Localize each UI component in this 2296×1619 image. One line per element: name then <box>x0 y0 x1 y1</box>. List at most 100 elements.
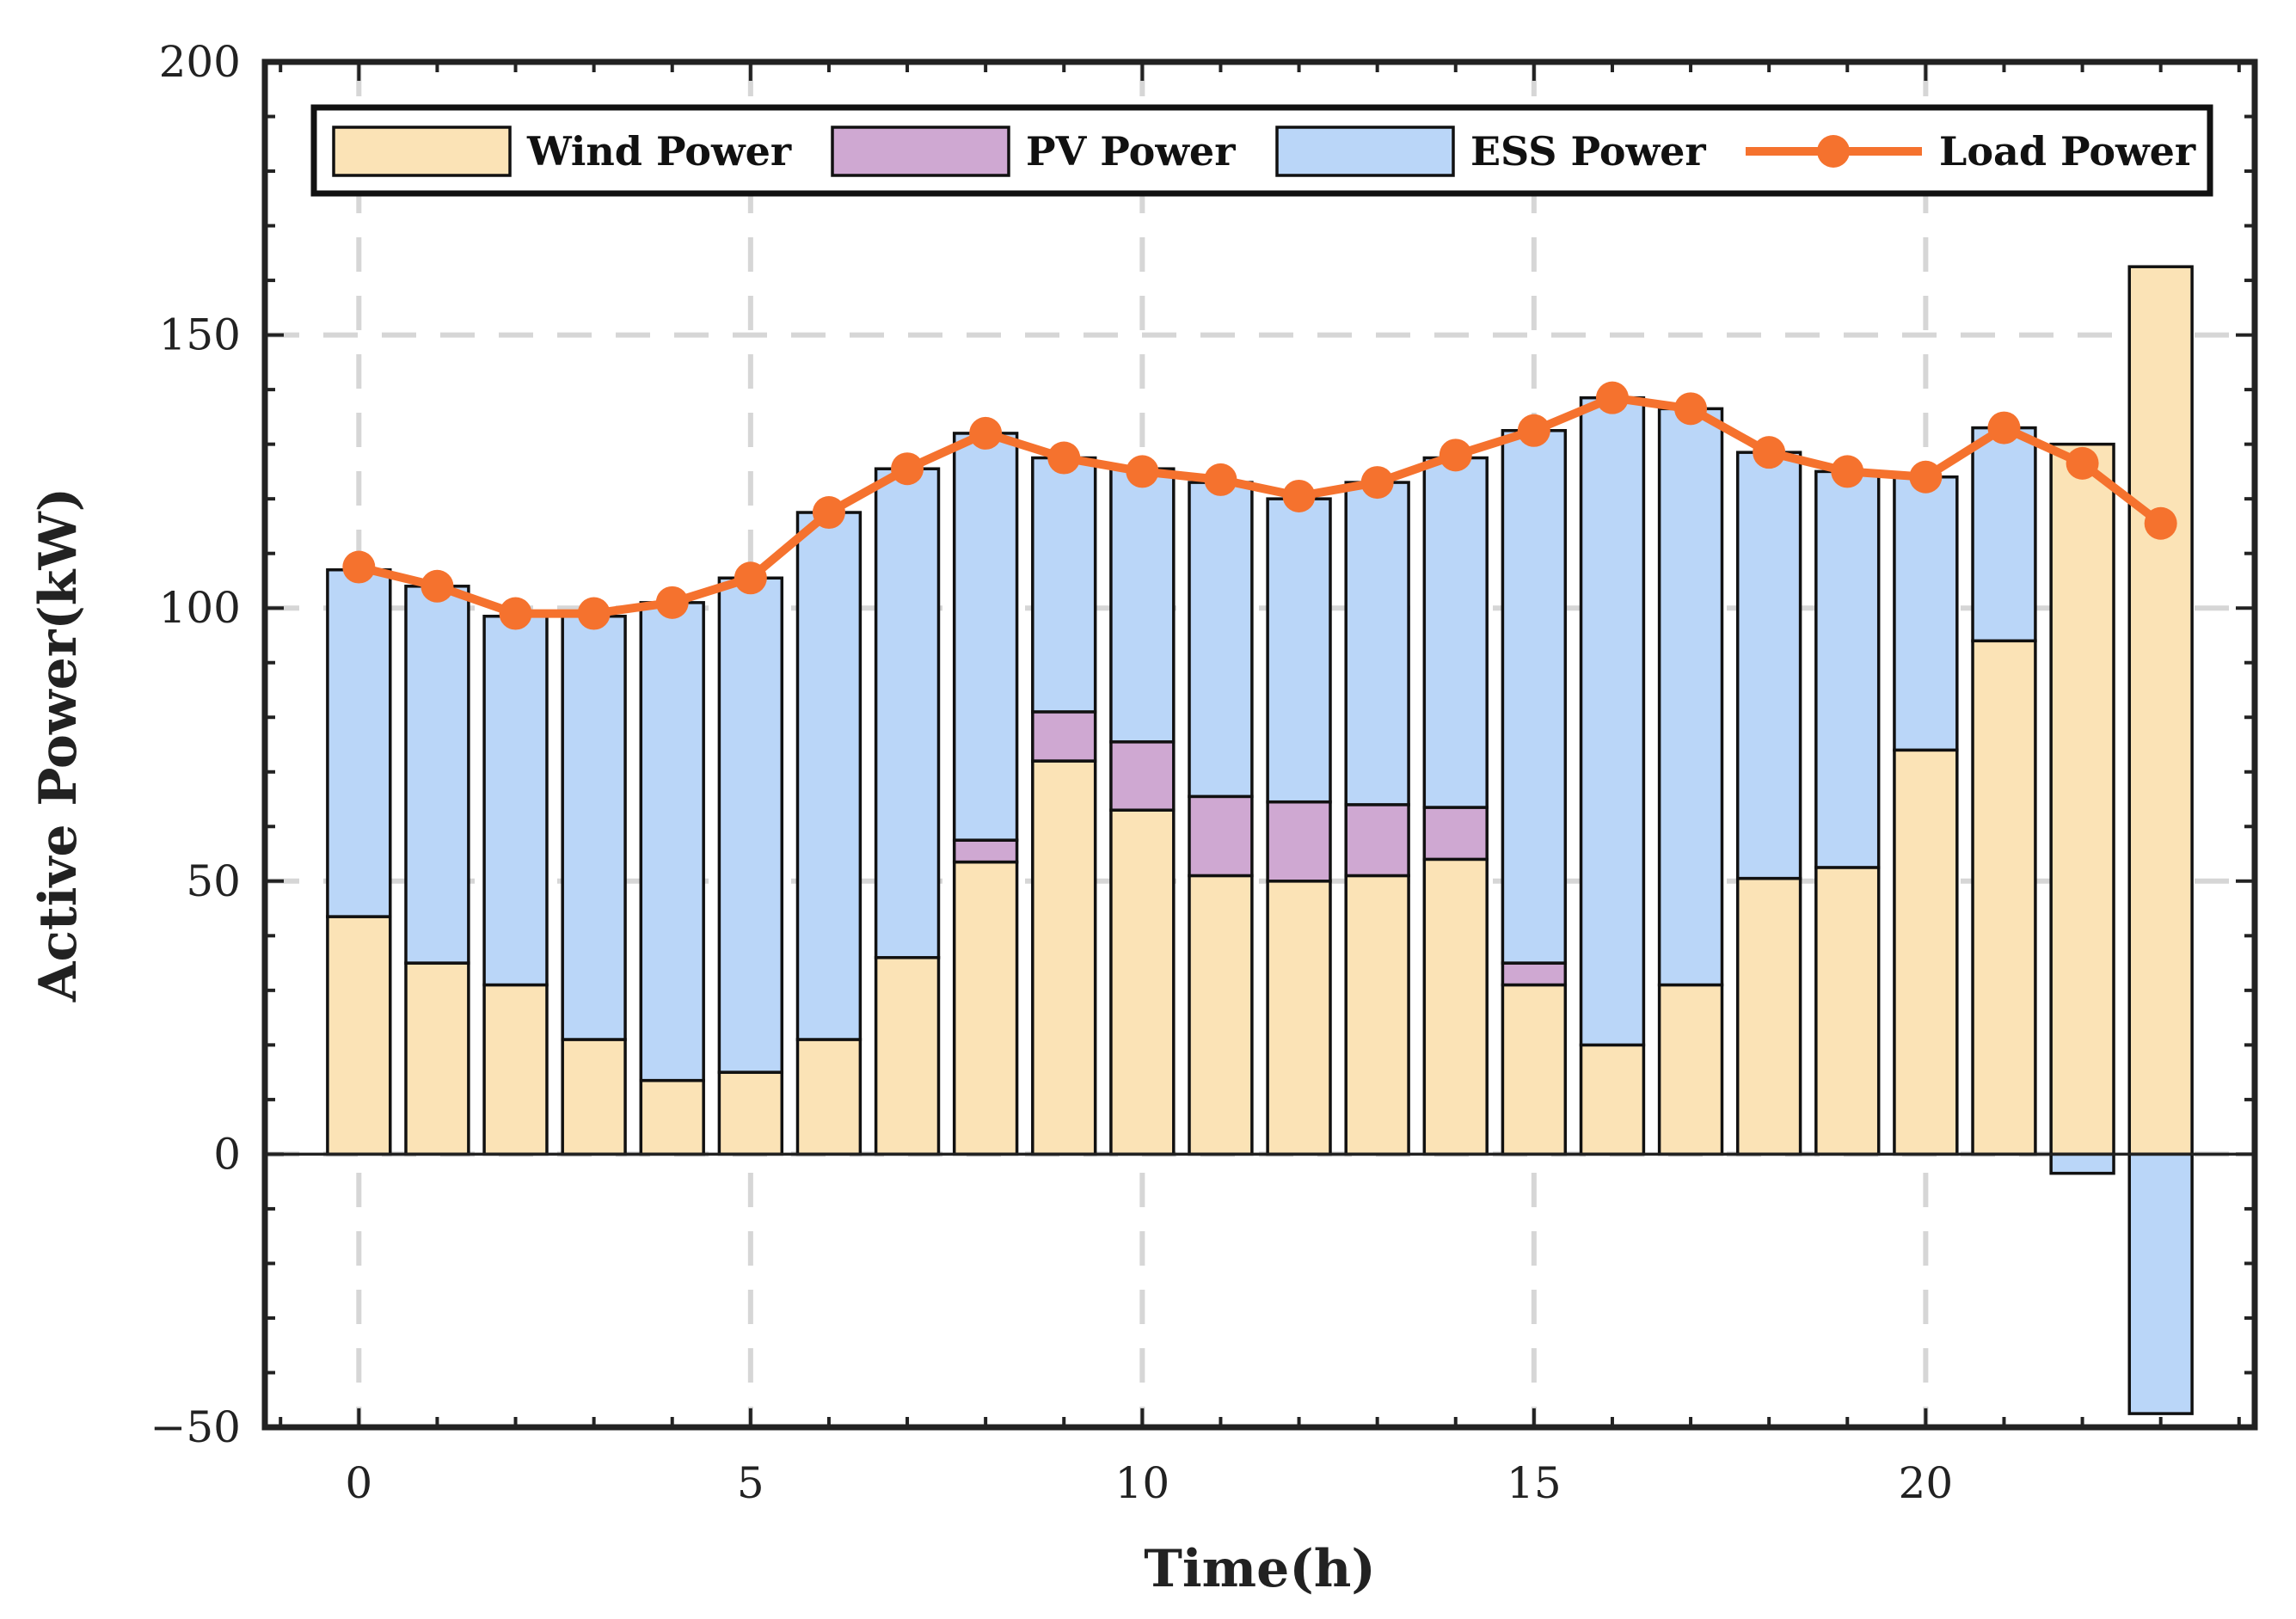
wind-power-bar <box>1422 857 1489 1156</box>
load-power-point <box>1595 381 1629 414</box>
x-tick-label: 15 <box>1507 1458 1562 1508</box>
load-power-point <box>1987 411 2021 445</box>
legend-wind-power-label: Wind Power <box>526 128 792 175</box>
wind-power-bar <box>1344 874 1410 1156</box>
x-tick-label: 0 <box>345 1458 372 1508</box>
legend-load-power-marker <box>1817 135 1850 168</box>
ess-power-bar <box>795 511 863 1041</box>
pv-power-bar <box>1422 806 1489 862</box>
load-power-point <box>891 452 924 486</box>
y-tick-label: 50 <box>186 856 241 906</box>
wind-power-bar <box>326 915 392 1156</box>
load-power-point <box>1909 460 1943 494</box>
ess-power-bar <box>639 601 705 1082</box>
y-axis-label: Active Power(kW) <box>28 488 89 1003</box>
load-power-point <box>2144 506 2177 540</box>
ess-power-bar <box>717 576 784 1074</box>
plot-border <box>261 58 2258 1431</box>
ess-power-bar <box>1579 396 1646 1047</box>
load-power-point <box>812 496 845 530</box>
pv-power-bar <box>1344 803 1410 878</box>
ess-power-bar <box>874 467 941 960</box>
ess-power-bar <box>1266 497 1332 804</box>
ess-power-bar <box>2127 1152 2194 1415</box>
load-power-point <box>1753 436 1786 469</box>
y-tick-label: −50 <box>150 1402 241 1452</box>
wind-power-bar <box>561 1038 627 1156</box>
legend-pv-power-swatch <box>831 126 1010 177</box>
load-power-point <box>1047 441 1081 475</box>
ess-power-bar <box>561 614 627 1041</box>
plot-frame <box>261 58 2258 1431</box>
ess-power-bar <box>952 432 1019 842</box>
ess-power-bar <box>326 567 392 918</box>
y-tick-label: 0 <box>213 1129 241 1179</box>
ess-power-bar <box>404 585 470 965</box>
pv-power-bar <box>1188 794 1254 878</box>
legend: Wind Power PV Power ESS Power Load Power <box>310 104 2213 197</box>
ess-power-bar <box>482 614 549 987</box>
load-power-point <box>1831 455 1864 488</box>
legend-wind-power-swatch <box>332 126 512 177</box>
y-tick-label: 100 <box>159 583 241 633</box>
ess-power-bar <box>1109 467 1176 744</box>
load-line-series <box>342 381 2177 630</box>
wind-power-bar <box>1735 876 1802 1156</box>
load-power-point <box>1282 479 1316 512</box>
y-tick-label: 200 <box>159 37 241 87</box>
y-tick-label: 150 <box>159 310 241 360</box>
pv-power-bar <box>952 838 1019 864</box>
legend-ess-power-swatch <box>1275 126 1455 177</box>
pv-power-bar <box>1031 710 1097 763</box>
wind-power-bar <box>482 983 549 1156</box>
load-power-point <box>969 416 1003 450</box>
wind-power-bar <box>1657 983 1724 1156</box>
load-power-point <box>421 569 454 603</box>
wind-power-bar <box>2127 265 2194 1156</box>
wind-power-bar <box>1188 874 1254 1156</box>
load-power-point <box>1674 392 1708 426</box>
wind-power-bar <box>795 1038 863 1156</box>
wind-power-bar <box>1814 866 1881 1156</box>
ess-power-bar <box>1501 429 1568 965</box>
legend-ess-power-label: ESS Power <box>1470 128 1706 175</box>
ess-power-bar <box>1344 481 1410 806</box>
wind-power-bar <box>1893 748 1959 1156</box>
legend-pv-power-label: PV Power <box>1026 128 1236 175</box>
ess-power-bar <box>1735 451 1802 880</box>
load-power-point <box>499 597 532 630</box>
axis-ticks: −50 0 50 100 150 200 0 5 10 15 20 <box>150 37 2255 1508</box>
load-power-line <box>358 393 2164 618</box>
wind-power-bar <box>1579 1043 1646 1156</box>
x-tick-label: 20 <box>1899 1458 1954 1508</box>
load-power-point <box>577 597 611 630</box>
wind-power-bar <box>639 1078 705 1156</box>
wind-power-bar <box>404 961 470 1156</box>
wind-power-bar <box>1031 759 1097 1156</box>
load-power-point <box>1126 455 1159 488</box>
wind-power-bar <box>2049 442 2115 1156</box>
wind-power-bar <box>717 1070 784 1156</box>
load-power-point <box>655 586 689 619</box>
x-tick-label: 5 <box>737 1458 764 1508</box>
x-axis-label: Time(h) <box>1144 1539 1376 1599</box>
load-power-point <box>1360 466 1394 500</box>
wind-power-bar <box>952 860 1019 1156</box>
wind-power-bar <box>874 955 941 1156</box>
pv-power-bar <box>1109 740 1176 812</box>
axis-labels: Time(h) Active Power(kW) <box>28 488 1376 1599</box>
ess-power-bar <box>1814 469 1881 869</box>
load-power-point <box>342 550 376 584</box>
pv-power-bar <box>1501 961 1568 987</box>
ess-power-bar <box>1971 426 2037 643</box>
ess-power-bar <box>1188 481 1254 799</box>
pv-power-bar <box>1266 800 1332 883</box>
load-power-point <box>734 561 767 595</box>
ess-power-bar <box>1422 456 1489 809</box>
load-power-point <box>1439 438 1472 472</box>
ess-power-bar <box>1657 407 1724 987</box>
bar-series <box>326 265 2194 1415</box>
wind-power-bar <box>1109 808 1176 1156</box>
